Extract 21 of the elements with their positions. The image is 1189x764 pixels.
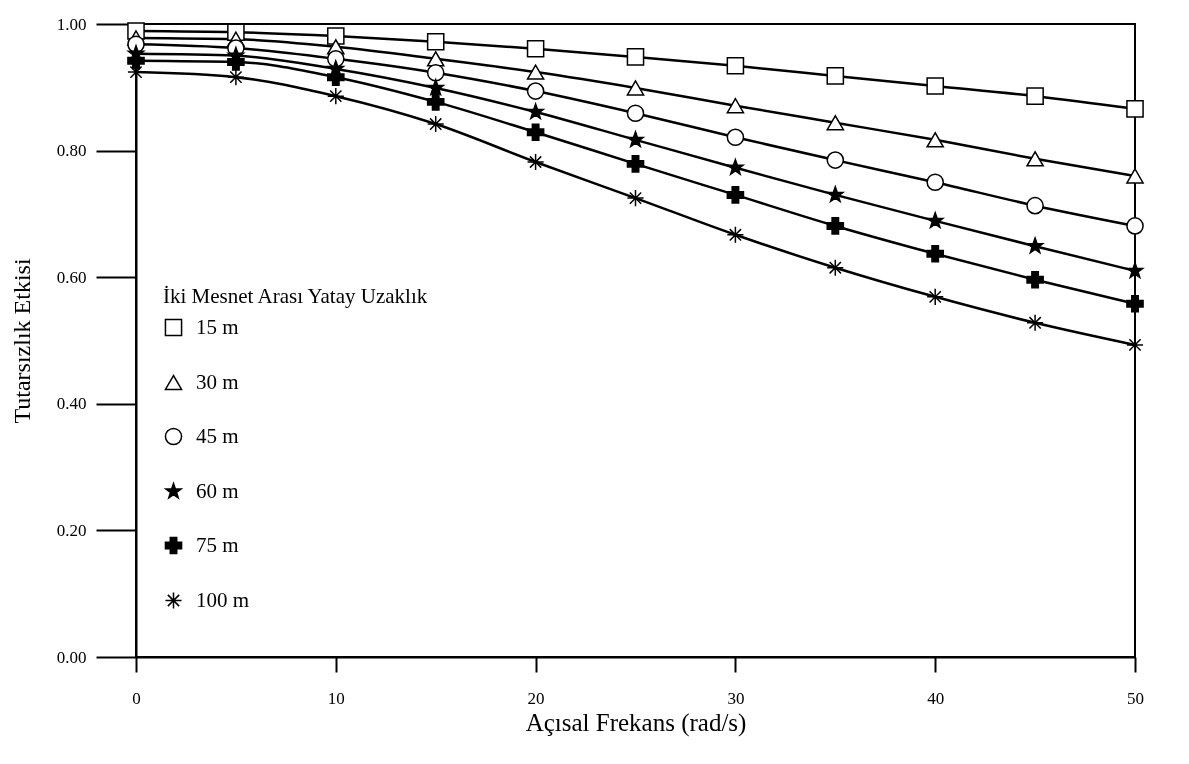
x-tick-label: 10 [327,688,345,708]
y-tick-label: 0.20 [56,520,87,540]
x-axis-title: Açısal Frekans (rad/s) [525,708,747,737]
x-tick-label: 40 [927,688,945,708]
legend-label: 15 m [196,314,239,339]
legend-label: 60 m [196,478,239,503]
y-tick-label: 0.60 [56,267,87,287]
legend-label: 45 m [196,423,239,448]
y-tick-label: 0.80 [56,141,87,161]
x-tick-label: 30 [727,688,745,708]
y-tick-label: 0.00 [56,647,87,667]
legend-title: İki Mesnet Arası Yatay Uzaklık [163,284,428,308]
legend-label: 30 m [196,369,239,394]
x-tick-label: 50 [1127,688,1144,708]
legend-label: 100 m [196,587,250,612]
y-tick-label: 0.40 [56,394,87,414]
y-axis-title: Tutarsızlık Etkisi [8,258,35,424]
y-tick-label: 1.00 [56,14,87,34]
x-tick-label: 0 [132,688,141,708]
legend-label: 75 m [196,532,239,557]
x-tick-label: 20 [527,688,545,708]
